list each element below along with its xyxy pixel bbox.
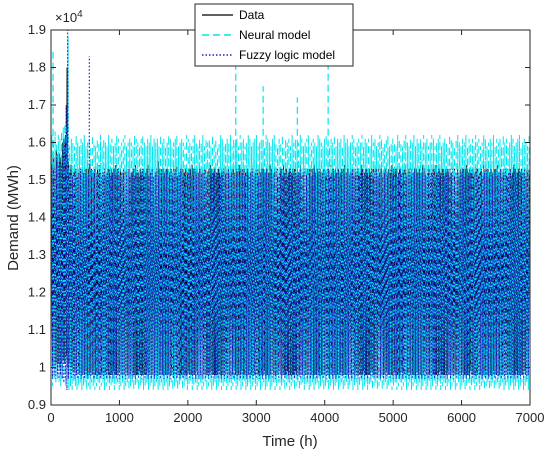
legend-label-neural: Neural model	[239, 28, 310, 42]
series-layer	[50, 29, 530, 391]
series-line-fuzzy-logic-model	[50, 29, 530, 391]
y-tick-label-4: 1.3	[28, 247, 46, 262]
x-tick-label-7: 7000	[516, 410, 545, 425]
y-tick-label-1: 1	[39, 360, 46, 375]
legend-label-fuzzy: Fuzzy logic model	[239, 48, 335, 62]
x-tick-label-6: 6000	[447, 410, 476, 425]
y-tick-label-7: 1.6	[28, 135, 46, 150]
x-tick-label-3: 3000	[242, 410, 271, 425]
y-tick-label-5: 1.4	[28, 210, 46, 225]
y-multiplier-label: ×104	[55, 9, 83, 26]
y-tick-label-2: 1.1	[28, 322, 46, 337]
y-tick-label-0: 0.9	[28, 397, 46, 412]
x-tick-label-4: 4000	[310, 410, 339, 425]
legend: Data Neural model Fuzzy logic model	[194, 3, 354, 67]
y-tick-label-8: 1.7	[28, 97, 46, 112]
y-tick-label-6: 1.5	[28, 172, 46, 187]
legend-label-data: Data	[239, 8, 265, 22]
y-tick-label-3: 1.2	[28, 285, 46, 300]
legend-box	[194, 3, 354, 67]
x-tick-label-2: 2000	[173, 410, 202, 425]
x-tick-label-1: 1000	[105, 410, 134, 425]
y-axis-label: Demand (MWh)	[5, 165, 22, 271]
x-tick-label-0: 0	[47, 410, 54, 425]
x-tick-label-5: 5000	[379, 410, 408, 425]
ticks-layer: 0 1000 2000 3000 4000 5000 6000 7000 0.9 1 1.1 1.2 1…	[28, 22, 545, 425]
y-tick-label-9: 1.8	[28, 60, 46, 75]
x-axis-label: Time (h)	[262, 433, 317, 450]
y-tick-label-10: 1.9	[28, 22, 46, 37]
